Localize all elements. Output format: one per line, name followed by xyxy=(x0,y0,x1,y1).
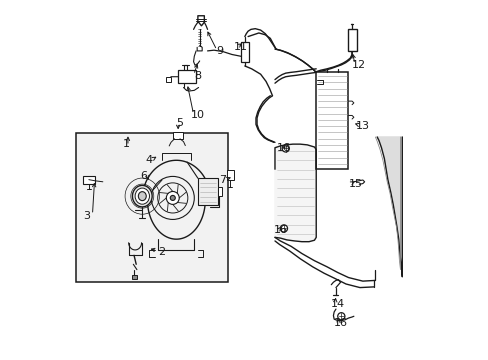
Circle shape xyxy=(280,225,287,232)
Text: 10: 10 xyxy=(190,111,204,121)
Ellipse shape xyxy=(132,185,152,207)
Text: 14: 14 xyxy=(330,299,344,309)
Circle shape xyxy=(337,313,344,320)
Text: 16: 16 xyxy=(334,319,347,328)
Text: 13: 13 xyxy=(355,121,369,131)
Polygon shape xyxy=(274,144,316,242)
Text: 7: 7 xyxy=(219,175,226,185)
Circle shape xyxy=(166,192,179,204)
Text: 9: 9 xyxy=(215,46,223,56)
Circle shape xyxy=(170,195,175,201)
Bar xyxy=(83,176,94,184)
Text: 4: 4 xyxy=(145,155,153,165)
Text: 5: 5 xyxy=(176,118,183,128)
Circle shape xyxy=(282,145,289,152)
Text: 12: 12 xyxy=(351,60,366,70)
Circle shape xyxy=(158,183,187,213)
Ellipse shape xyxy=(138,192,146,201)
Bar xyxy=(226,170,233,180)
Text: 8: 8 xyxy=(194,71,201,81)
Bar xyxy=(348,30,357,51)
Bar xyxy=(172,132,183,139)
Bar xyxy=(131,275,137,279)
Text: 16: 16 xyxy=(273,225,287,235)
Text: 1: 1 xyxy=(122,139,129,149)
Bar xyxy=(178,69,196,83)
Bar xyxy=(198,178,217,205)
Circle shape xyxy=(151,176,194,220)
Bar xyxy=(166,77,171,82)
Polygon shape xyxy=(376,137,402,277)
Text: 3: 3 xyxy=(83,211,90,221)
Text: 2: 2 xyxy=(158,247,165,257)
Bar xyxy=(316,72,348,169)
Bar xyxy=(217,187,222,196)
Text: 11: 11 xyxy=(233,42,247,52)
Text: 6: 6 xyxy=(141,171,147,181)
Ellipse shape xyxy=(135,188,149,204)
Bar xyxy=(76,134,228,282)
Text: 16: 16 xyxy=(276,143,290,153)
Text: 15: 15 xyxy=(348,179,362,189)
Bar xyxy=(241,42,248,62)
